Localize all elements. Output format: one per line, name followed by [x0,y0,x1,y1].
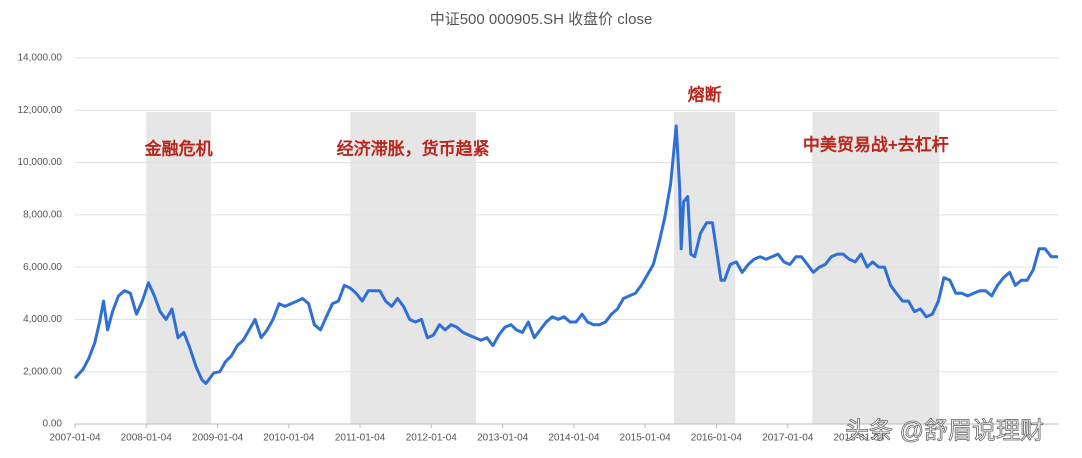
x-tick-label: 2010-01-04 [263,433,315,444]
grid-layer: 0.00 2,000.00 4,000.00 6,000.00 8,000.00 10,0… [18,53,1058,444]
x-tick-label: 2011-01-04 [335,433,386,444]
x-tick-label: 2007-01-04 [49,433,101,444]
x-tick-label: 2014-01-04 [548,433,600,444]
chart-title: 中证500 000905.SH 收盘价 close [430,10,653,28]
x-tick-label: 2017-01-04 [762,433,814,444]
x-tick-label: 2013-01-04 [477,433,529,444]
plot-layer [73,124,1058,385]
shaded-range [674,112,736,424]
x-tick-label: 2015-01-04 [620,433,672,444]
y-tick-label: 0.00 [43,419,63,430]
price-line [73,124,1058,385]
y-tick-label: 10,000.00 [18,157,63,168]
shaded-range [350,112,476,424]
x-tick-label: 2016-01-04 [691,433,743,444]
y-tick-label: 8,000.00 [23,209,62,220]
y-tick-label: 12,000.00 [18,105,63,116]
x-tick-label: 2008-01-04 [121,433,173,444]
x-tick-label: 2012-01-04 [406,433,458,444]
watermark: 头条 @舒眉说理财 [845,417,1044,444]
x-tick-label: 2018-01-04 [833,433,885,444]
annotation: 金融危机 [144,138,213,158]
shaded-range [812,112,940,424]
y-tick-label: 6,000.00 [23,262,62,273]
y-tick-label: 2,000.00 [23,366,62,377]
y-tick-label: 4,000.00 [23,314,62,325]
y-tick-label: 14,000.00 [18,53,63,64]
annotation: 经济滞胀，货币趋紧 [337,138,490,158]
annotation: 中美贸易战+去杠杆 [803,134,949,154]
annotation: 熔断 [688,84,722,104]
x-tick-label: 2009-01-04 [192,433,244,444]
